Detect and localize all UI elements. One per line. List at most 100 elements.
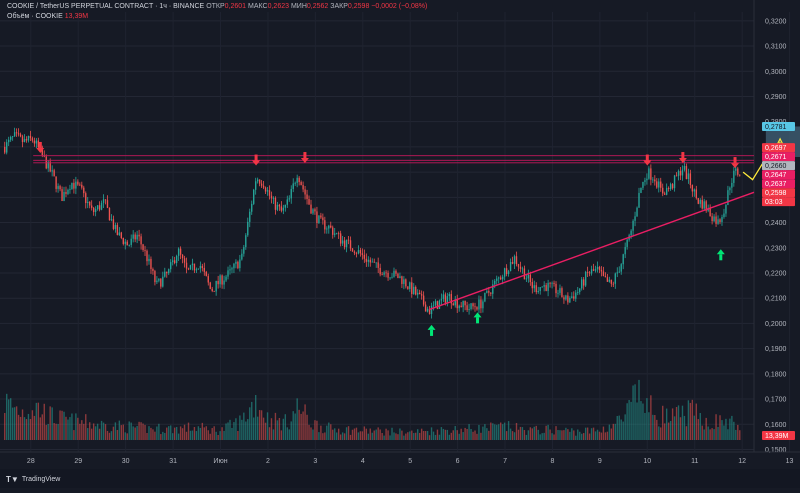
volume-bar <box>223 431 224 440</box>
candle-body <box>334 233 335 234</box>
volume-bar <box>77 418 78 440</box>
candle-body <box>524 268 525 279</box>
volume-bar <box>198 426 199 440</box>
volume-bar <box>219 431 220 440</box>
candle-body <box>57 186 58 189</box>
volume-bar <box>462 432 463 440</box>
candle-body <box>324 220 325 229</box>
candle-body <box>553 283 554 284</box>
volume-bar <box>549 430 550 440</box>
candle-body <box>144 250 145 251</box>
candle-body <box>437 301 438 309</box>
volume-label[interactable]: Объём · COOKIE <box>7 13 63 20</box>
candle-body <box>536 285 537 292</box>
candle-body <box>617 272 618 273</box>
volume-bar <box>506 431 507 440</box>
candle-body <box>656 181 657 187</box>
volume-bar <box>575 436 576 440</box>
candle-body <box>277 205 278 210</box>
volume-bar <box>619 416 620 440</box>
candle-body <box>208 276 209 282</box>
volume-bar <box>340 434 341 440</box>
volume-bar <box>283 419 284 440</box>
candle-body <box>36 141 37 144</box>
candle-body <box>271 196 272 199</box>
candle-body <box>235 262 236 264</box>
volume-bar <box>437 430 438 440</box>
candle-body <box>559 288 560 293</box>
volume-bar <box>265 423 266 440</box>
candle-body <box>285 205 286 208</box>
volume-bar <box>202 423 203 440</box>
volume-bar <box>67 420 68 440</box>
volume-bar <box>561 430 562 440</box>
volume-bar <box>376 430 377 440</box>
volume-bar <box>626 403 627 440</box>
x-tick-label: 9 <box>598 458 602 465</box>
volume-bar <box>379 429 380 440</box>
candle-body <box>737 169 738 175</box>
volume-bar <box>520 427 521 440</box>
volume-bar <box>81 420 82 440</box>
candle-body <box>379 268 380 274</box>
x-tick-label: 7 <box>503 458 507 465</box>
candle-body <box>729 188 730 190</box>
candle-body <box>99 205 100 210</box>
candle-body <box>466 305 467 310</box>
volume-bar <box>725 419 726 440</box>
volume-bar <box>723 425 724 440</box>
volume-bar <box>69 417 70 440</box>
candle-body <box>605 276 606 277</box>
volume-bar <box>518 430 519 440</box>
candle-body <box>302 185 303 189</box>
candle-body <box>310 205 311 214</box>
volume-bar <box>536 426 537 440</box>
volume-bar <box>95 426 96 440</box>
candle-body <box>279 205 280 206</box>
y-tick-label: 0,2200 <box>765 270 787 277</box>
volume-bar <box>152 429 153 440</box>
volume-bar <box>565 428 566 440</box>
volume-bar <box>368 434 369 440</box>
price-axis-label: 0,2781 <box>765 124 787 131</box>
volume-bar <box>172 433 173 440</box>
candle-body <box>229 269 230 270</box>
symbol-title[interactable]: COOKIE / TetherUS PERPETUAL CONTRACT · 1… <box>7 3 204 10</box>
volume-bar <box>117 430 118 440</box>
candle-body <box>202 266 203 268</box>
volume-bar <box>338 429 339 440</box>
volume-bar <box>617 416 618 440</box>
close-label: ЗАКР <box>330 3 348 10</box>
y-tick-label: 0,3200 <box>765 18 787 25</box>
down-arrow-marker-shaft <box>39 142 42 148</box>
volume-bar <box>87 428 88 440</box>
volume-bar <box>500 422 501 440</box>
x-tick-label: 5 <box>408 458 412 465</box>
candle-body <box>682 170 683 176</box>
candle-body <box>69 189 70 190</box>
volume-bar <box>166 428 167 440</box>
volume-bar <box>478 425 479 440</box>
candle-body <box>306 194 307 199</box>
candle-body <box>243 247 244 254</box>
volume-value: 13,39M <box>65 13 88 20</box>
candle-body <box>160 279 161 287</box>
candle-body <box>700 200 701 204</box>
candle-body <box>356 253 357 254</box>
volume-bar <box>417 429 418 440</box>
candle-body <box>449 294 450 296</box>
candle-body <box>158 279 159 281</box>
y-tick-label: 0,3000 <box>765 69 787 76</box>
candle-body <box>391 277 392 278</box>
volume-bar <box>522 427 523 440</box>
volume-bar <box>194 427 195 440</box>
candle-body <box>472 303 473 306</box>
candle-body <box>182 255 183 258</box>
candle-body <box>360 250 361 253</box>
candle-body <box>480 300 481 309</box>
y-tick-label: 0,1600 <box>765 422 787 429</box>
candle-body <box>237 262 238 268</box>
tradingview-logo[interactable]: T▼ TradingView <box>6 475 60 484</box>
